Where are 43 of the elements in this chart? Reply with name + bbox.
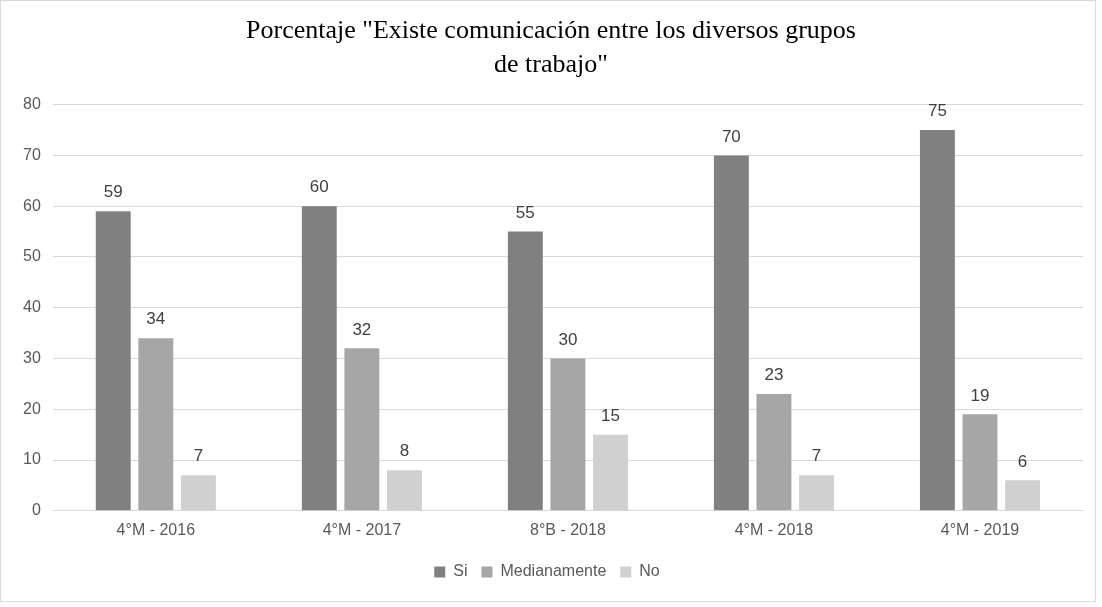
data-label: 6 <box>1017 451 1028 471</box>
data-label: 59 <box>103 182 123 202</box>
data-label: 75 <box>927 101 947 121</box>
bar <box>919 129 955 511</box>
legend-label: Si <box>453 562 468 580</box>
data-label: 23 <box>764 365 784 385</box>
data-label: 30 <box>558 329 578 349</box>
y-tick-label: 80 <box>23 95 41 113</box>
bar <box>344 348 380 511</box>
x-tick-label: 4°M - 2019 <box>940 520 1020 538</box>
y-tick-label: 20 <box>23 399 41 417</box>
data-label: 7 <box>193 446 204 466</box>
x-tick-label: 4°M - 2016 <box>116 520 196 538</box>
y-tick-label: 40 <box>23 298 41 316</box>
y-tick-label: 30 <box>23 348 41 366</box>
y-tick-label: 50 <box>23 247 41 265</box>
bar <box>138 338 174 511</box>
data-label: 32 <box>352 319 372 339</box>
x-tick-label: 4°M - 2018 <box>734 520 814 538</box>
bar <box>301 206 337 511</box>
y-tick-label: 10 <box>23 450 41 468</box>
chart-title: Porcentaje "Existe comunicación entre los diversos grupos de trabajo" <box>245 14 857 80</box>
data-label: 70 <box>721 126 741 146</box>
x-tick-label: 8°B - 2018 <box>530 520 606 538</box>
bar <box>95 211 131 511</box>
bar <box>507 231 543 511</box>
bar <box>756 394 792 511</box>
legend-label: No <box>639 562 660 580</box>
data-label: 55 <box>515 202 535 222</box>
data-label: 7 <box>811 446 822 466</box>
data-label: 34 <box>146 309 166 329</box>
y-tick-label: 0 <box>31 501 41 519</box>
legend-label: Medianamente <box>500 562 607 580</box>
y-tick-label: 60 <box>23 196 41 214</box>
data-label: 60 <box>309 177 329 197</box>
data-label: 8 <box>399 441 410 461</box>
y-tick-label: 70 <box>23 145 41 163</box>
bar <box>962 414 998 511</box>
data-label: 15 <box>601 405 620 425</box>
data-label: 19 <box>970 385 990 405</box>
bar <box>713 155 749 511</box>
bar <box>550 358 586 511</box>
x-tick-label: 4°M - 2017 <box>322 520 402 538</box>
